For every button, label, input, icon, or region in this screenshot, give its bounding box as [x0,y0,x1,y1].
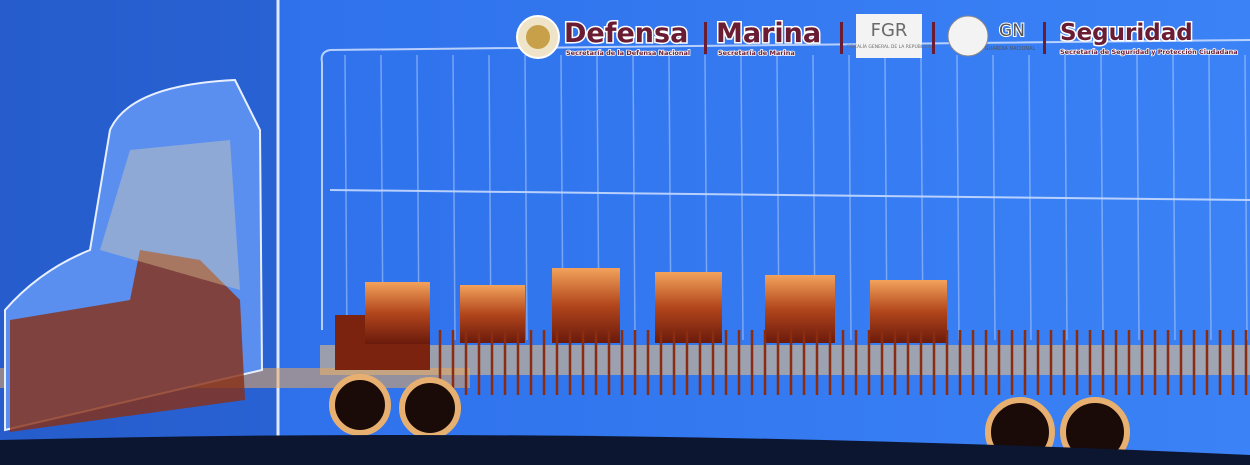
trailer-post [848,54,852,341]
logo-subtitle: Secretaría de Seguridad y Protección Ciu… [1060,48,1238,56]
fgr-box [856,14,922,58]
logo-title: FGR [871,20,908,41]
cargo-block [365,282,430,344]
trailer-post [1244,54,1248,341]
logo-title: GN [999,21,1025,41]
divider [704,22,707,54]
trailer-post [1028,54,1032,341]
engine [10,250,245,432]
wheel [399,377,461,439]
logo-title: Seguridad [1060,20,1193,46]
logo-subtitle: GUARDIA NACIONAL [985,46,1036,52]
divider [1043,22,1046,54]
logo-title: Marina [716,18,821,49]
trailer-post [1208,54,1212,341]
cab-interior [100,140,240,290]
gn-emblem [947,15,989,57]
cargo-block [765,275,835,343]
trailer-post [632,54,636,341]
trailer-post [740,54,744,341]
logo-subtitle: Secretaría de Marina [718,49,795,57]
logo-subtitle: Secretaría de la Defensa Nacional [566,49,690,57]
trailer-post [344,54,348,341]
emblem-center [526,25,550,49]
trailer-post [992,54,996,341]
ribs [438,330,1248,395]
logo-title: Defensa [564,18,688,49]
logo-subtitle: FISCALÍA GENERAL DE LA REPÚBLICA [847,43,932,50]
trailer-post [1172,54,1176,341]
trailer-post [524,54,528,341]
trailer-post [1136,54,1140,341]
trailer-floor [320,345,1250,375]
cargo-block [655,272,722,343]
trailer-post [1100,54,1104,341]
floor-band [0,435,1250,465]
divider [840,22,843,54]
trailer-post [1064,54,1068,341]
wheel [329,374,391,436]
trailer-post [452,54,456,341]
trailer-post [956,54,960,341]
trailer-outline [320,39,1250,330]
divider [932,22,935,54]
logo-bar: Defensa Secretaría de la Defensa Naciona… [516,14,1238,59]
